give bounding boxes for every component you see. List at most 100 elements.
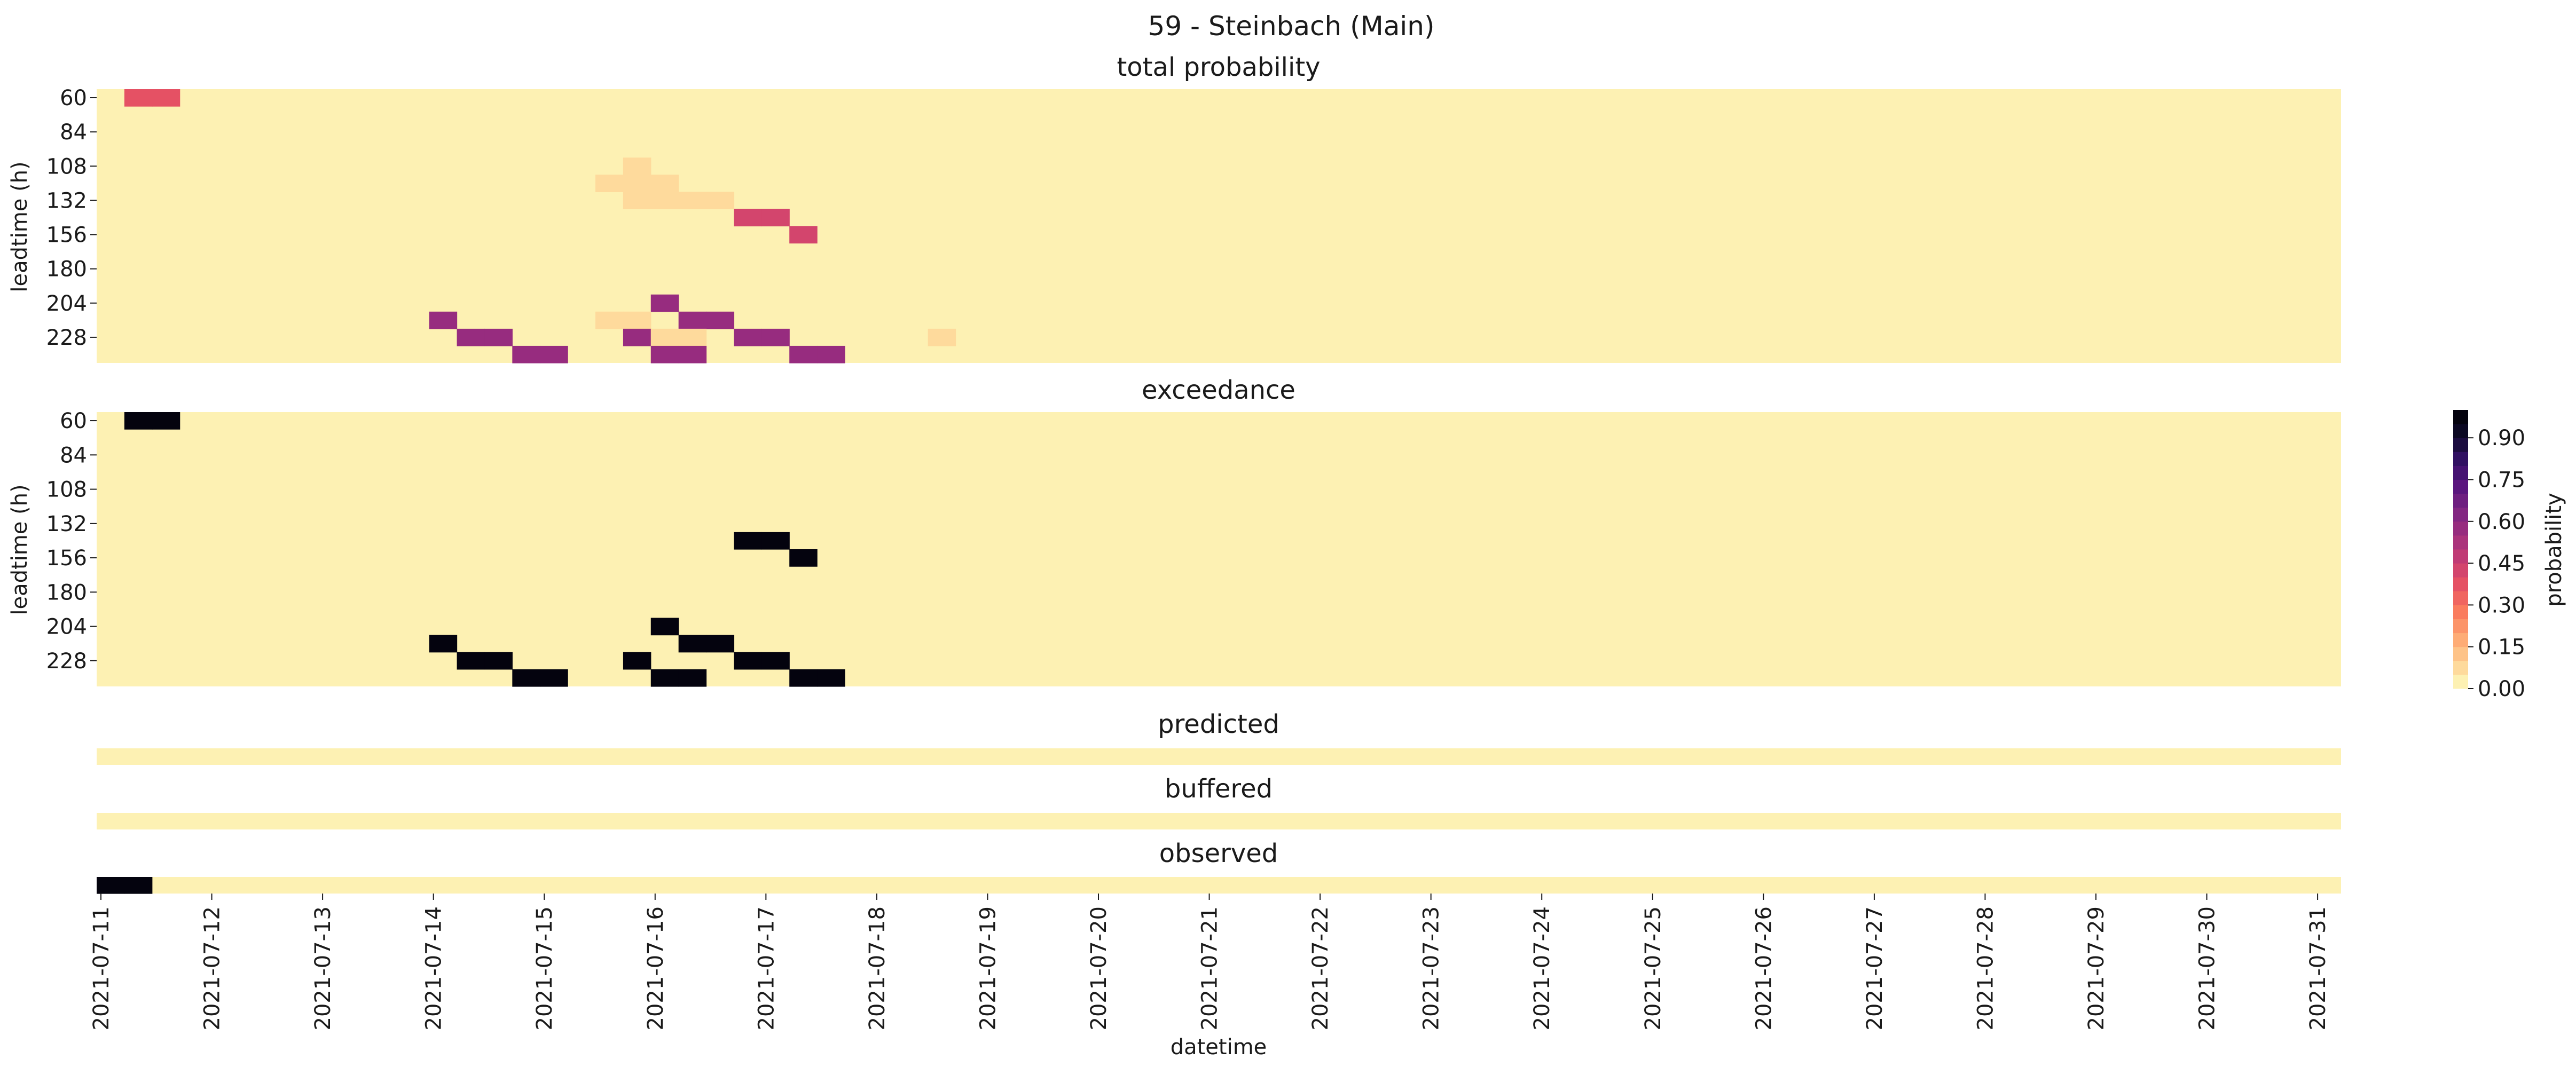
y-tick-label: 180 — [46, 257, 87, 282]
colorbar-segment — [2453, 563, 2468, 578]
heatmap-cell — [761, 209, 790, 227]
colorbar-tick-label: 0.30 — [2478, 593, 2525, 618]
heatmap-cell — [817, 345, 845, 363]
heatmap-cell — [512, 345, 540, 363]
heatmap-cell — [734, 328, 762, 346]
heatmap-cell — [429, 311, 458, 329]
x-tick-label: 2021-07-21 — [1198, 906, 1222, 1030]
x-axis-label: datetime — [1171, 1035, 1267, 1060]
heatmap-cell — [540, 345, 568, 363]
y-tick-label: 228 — [46, 326, 87, 350]
y-tick-label: 180 — [46, 580, 87, 605]
heatmap-cell — [124, 412, 153, 430]
panel-title-total-probability: total probability — [1117, 52, 1320, 82]
heatmap-cell — [678, 635, 707, 653]
x-tick-label: 2021-07-22 — [1308, 906, 1333, 1030]
panel-title-buffered: buffered — [1165, 774, 1273, 804]
heatmap-cell — [124, 877, 153, 894]
heatmap-cell — [623, 652, 651, 670]
panel-background — [97, 412, 2341, 686]
heatmap-cell — [817, 669, 845, 687]
heatmap-cell — [650, 618, 679, 636]
colorbar-segment — [2453, 410, 2468, 424]
heatmap-cell — [650, 328, 679, 346]
panel-background — [97, 813, 2341, 829]
x-tick-label: 2021-07-16 — [643, 906, 668, 1030]
x-tick-label: 2021-07-28 — [1973, 906, 1998, 1030]
heatmap-cell — [595, 311, 624, 329]
heatmap-panels — [97, 89, 2341, 894]
colorbar-segment — [2453, 633, 2468, 647]
heatmap-cell — [97, 877, 125, 894]
colorbar-segment — [2453, 479, 2468, 494]
heatmap-cell — [678, 669, 707, 687]
y-axis-label-total-probability: leadtime (h) — [7, 161, 32, 292]
heatmap-cell — [540, 669, 568, 687]
colorbar-segment — [2453, 521, 2468, 536]
x-tick-label: 2021-07-23 — [1419, 906, 1444, 1030]
x-tick-label: 2021-07-13 — [311, 906, 335, 1030]
panel-predicted — [97, 748, 2341, 765]
colorbar: 0.00 0.15 0.30 0.45 0.60 0.75 0.90 — [2453, 410, 2525, 701]
figure-title: 59 - Steinbach (Main) — [1148, 11, 1435, 42]
heatmap-cell — [650, 192, 679, 210]
heatmap-cell — [928, 328, 956, 346]
y-tick-label: 60 — [60, 409, 87, 433]
x-tick-label: 2021-07-24 — [1530, 906, 1554, 1030]
x-tick-label: 2021-07-14 — [422, 906, 446, 1030]
heatmap-cell — [650, 345, 679, 363]
colorbar-tick-label: 0.15 — [2478, 635, 2525, 660]
heatmap-cell — [152, 89, 180, 107]
colorbar-segment — [2453, 591, 2468, 605]
colorbar-segment — [2453, 619, 2468, 634]
colorbar-tick-label: 0.75 — [2478, 468, 2525, 493]
y-tick-label: 84 — [60, 120, 87, 145]
y-tick-label: 108 — [46, 154, 87, 179]
panel-background — [97, 748, 2341, 765]
heatmap-cell — [706, 192, 735, 210]
heatmap-cell — [761, 652, 790, 670]
panel-total-probability — [97, 89, 2341, 363]
colorbar-tick-label: 0.45 — [2478, 551, 2525, 576]
y-axis-label-exceedance: leadtime (h) — [7, 484, 32, 615]
colorbar-label: probability — [2542, 493, 2566, 606]
colorbar-segment — [2453, 549, 2468, 564]
x-tick-label: 2021-07-19 — [976, 906, 1000, 1030]
y-tick-labels: 60 84 108 132 156 180 204 228 60 84 108 132 156 180 20… — [46, 86, 97, 674]
colorbar-tick-label: 0.60 — [2478, 510, 2525, 534]
heatmap-cell — [650, 294, 679, 312]
heatmap-cell — [429, 635, 458, 653]
heatmap-cell — [595, 175, 624, 192]
x-tick-label: 2021-07-12 — [200, 906, 225, 1030]
colorbar-segment — [2453, 438, 2468, 452]
heatmap-cell — [457, 652, 485, 670]
heatmap-cell — [623, 311, 651, 329]
y-tick-label: 204 — [46, 291, 87, 316]
x-tick-labels: 2021-07-11 2021-07-12 2021-07-13 2021-07-14… — [89, 894, 2330, 1030]
y-tick-label: 84 — [60, 443, 87, 468]
colorbar-segment — [2453, 605, 2468, 619]
y-tick-label: 156 — [46, 546, 87, 571]
heatmap-cell — [789, 669, 818, 687]
panel-title-exceedance: exceedance — [1142, 375, 1295, 405]
heatmap-cell — [734, 532, 762, 550]
panel-title-observed: observed — [1159, 839, 1278, 868]
heatmap-cell — [789, 549, 818, 567]
x-tick-label: 2021-07-29 — [2084, 906, 2109, 1030]
y-tick-label: 156 — [46, 223, 87, 248]
heatmap-cell — [623, 157, 651, 175]
colorbar-tick-label: 0.90 — [2478, 426, 2525, 450]
y-tick-label: 132 — [46, 512, 87, 536]
heatmap-cell — [706, 311, 735, 329]
y-tick-label: 60 — [60, 86, 87, 110]
heatmap-cell — [650, 669, 679, 687]
x-tick-label: 2021-07-18 — [865, 906, 890, 1030]
heatmap-cell — [512, 669, 540, 687]
panel-exceedance — [97, 412, 2341, 687]
heatmap-cell — [124, 89, 153, 107]
y-tick-label: 228 — [46, 649, 87, 674]
colorbar-segment — [2453, 424, 2468, 438]
heatmap-cell — [706, 635, 735, 653]
heatmap-cell — [678, 345, 707, 363]
heatmap-cell — [789, 226, 818, 244]
